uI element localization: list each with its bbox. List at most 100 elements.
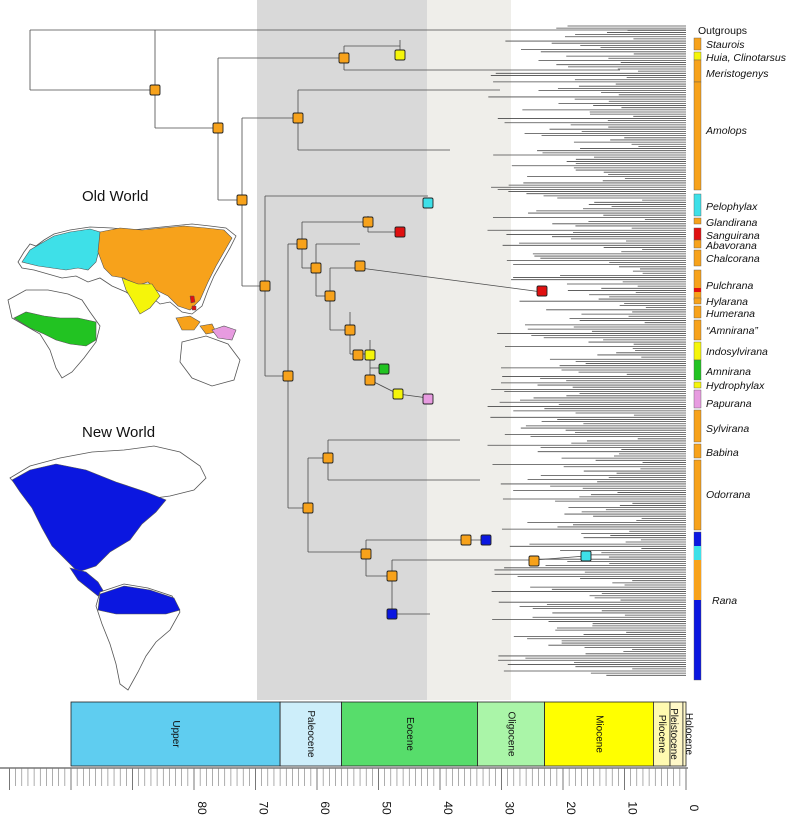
- clade-label: Pelophylax: [706, 201, 758, 213]
- philippines-red: [189, 295, 197, 311]
- ancestral-node: [386, 570, 398, 582]
- ancestral-state-nodes: [149, 49, 592, 620]
- clade-label: Outgroups: [698, 25, 747, 37]
- india-region: [121, 277, 161, 315]
- clade-label: Odorrana: [706, 489, 751, 501]
- ancestral-node: [364, 374, 376, 386]
- asia-region: [97, 225, 233, 311]
- ancestral-node: [460, 534, 472, 546]
- old-world-map: Old World: [7, 188, 241, 387]
- north-america-blue: [11, 463, 167, 573]
- epoch-box: [70, 701, 281, 767]
- ancestral-node: [338, 52, 350, 64]
- geologic-time-scale: Upper Paleocene Eocene Oligocene Miocene Plio…: [70, 701, 694, 767]
- epoch-label: Miocene: [593, 715, 604, 753]
- epoch-box: [341, 701, 478, 767]
- ancestral-node: [364, 349, 376, 361]
- africa-green-region: [13, 311, 97, 347]
- ancestral-node: [302, 502, 314, 514]
- axis-tick-label: 10: [626, 801, 640, 815]
- ancestral-node: [324, 290, 336, 302]
- ancestral-node: [236, 194, 248, 206]
- clade-bar: [693, 389, 702, 409]
- ancestral-node: [378, 363, 390, 375]
- clade-label: Humerana: [706, 308, 755, 320]
- epoch-label: Pliocene: [656, 715, 667, 754]
- ancestral-node: [259, 280, 271, 292]
- epoch-label: Eocene: [404, 717, 415, 751]
- ancestral-node: [422, 393, 434, 405]
- palearctic-region: [21, 228, 101, 271]
- clade-label: Chalcorana: [706, 253, 760, 265]
- clade-label: Huia, Clinotarsus: [706, 52, 787, 64]
- clade-bar: [693, 269, 702, 301]
- old-world-title: Old World: [82, 188, 148, 205]
- clade-label: Hylarana: [706, 296, 748, 308]
- tree-branch: [359, 267, 543, 293]
- clade-bar: [693, 51, 702, 61]
- se-asia-islands: [175, 315, 217, 335]
- clade-bar: [693, 193, 702, 217]
- epoch-box: [279, 701, 343, 767]
- ancestral-node: [394, 49, 406, 61]
- ancestral-node: [352, 349, 364, 361]
- ancestral-node: [292, 112, 304, 124]
- clade-label: Papurana: [706, 398, 752, 410]
- clade-label: Rana: [712, 595, 737, 607]
- clade-bar: [693, 81, 702, 191]
- clade-bar-segment: [694, 560, 701, 600]
- central-america: [69, 567, 105, 597]
- epoch-label: Pleistocene: [668, 708, 679, 760]
- clade-label: Abavorana: [705, 240, 757, 252]
- ancestral-node: [528, 555, 540, 567]
- epoch-box: [544, 701, 654, 767]
- epoch-box: [682, 701, 687, 767]
- new-world-map: New World: [9, 424, 207, 691]
- clade-label: Indosylvirana: [706, 346, 768, 358]
- clade-bar: [693, 227, 702, 241]
- ancestral-node: [536, 285, 548, 297]
- phylogenetic-tree: [29, 25, 686, 676]
- clade-label: Amolops: [705, 125, 748, 137]
- ancestral-node: [149, 84, 161, 96]
- south-america-blue: [97, 585, 181, 615]
- clade-bar: [693, 249, 702, 267]
- clade-bar: [693, 381, 702, 389]
- clade-bar: [693, 239, 702, 249]
- ancestral-node: [296, 238, 308, 250]
- ancestral-node: [580, 550, 592, 562]
- ancestral-node: [344, 324, 356, 336]
- time-axis: 80 70 60 50 40 30 20 10 0: [0, 767, 701, 815]
- clade-bar-segment: [694, 534, 701, 540]
- clade-label: “Amnirana”: [706, 325, 758, 337]
- clade-label: Amnirana: [705, 366, 751, 378]
- axis-tick-label: 30: [503, 801, 517, 815]
- clade-bar-segment: [694, 288, 701, 292]
- epoch-label: Oligocene: [505, 711, 516, 756]
- ancestral-node: [322, 452, 334, 464]
- ancestral-node: [354, 260, 366, 272]
- clade-label: Babina: [706, 447, 739, 459]
- tree-branch: [533, 555, 587, 561]
- new-world-title: New World: [82, 424, 155, 441]
- clade-bar: [693, 319, 702, 341]
- ancestral-node: [310, 262, 322, 274]
- axis-tick-label: 40: [441, 801, 455, 815]
- ancestral-node: [212, 122, 224, 134]
- ancestral-node: [392, 388, 404, 400]
- clade-bar: [693, 297, 702, 305]
- clade-bar-segment: [694, 546, 701, 560]
- axis-tick-label: 60: [318, 801, 332, 815]
- axis-tick-label: 80: [195, 801, 209, 815]
- oligocene-band: [427, 0, 511, 700]
- clade-bar: [693, 59, 702, 83]
- clade-bar: [693, 459, 702, 531]
- australia-landmass: [179, 335, 241, 387]
- clade-bar: [693, 217, 702, 225]
- clade-bar: [693, 359, 702, 381]
- clade-label: Sylvirana: [706, 423, 749, 435]
- ancestral-node: [362, 216, 374, 228]
- clade-label: Hydrophylax: [706, 380, 765, 392]
